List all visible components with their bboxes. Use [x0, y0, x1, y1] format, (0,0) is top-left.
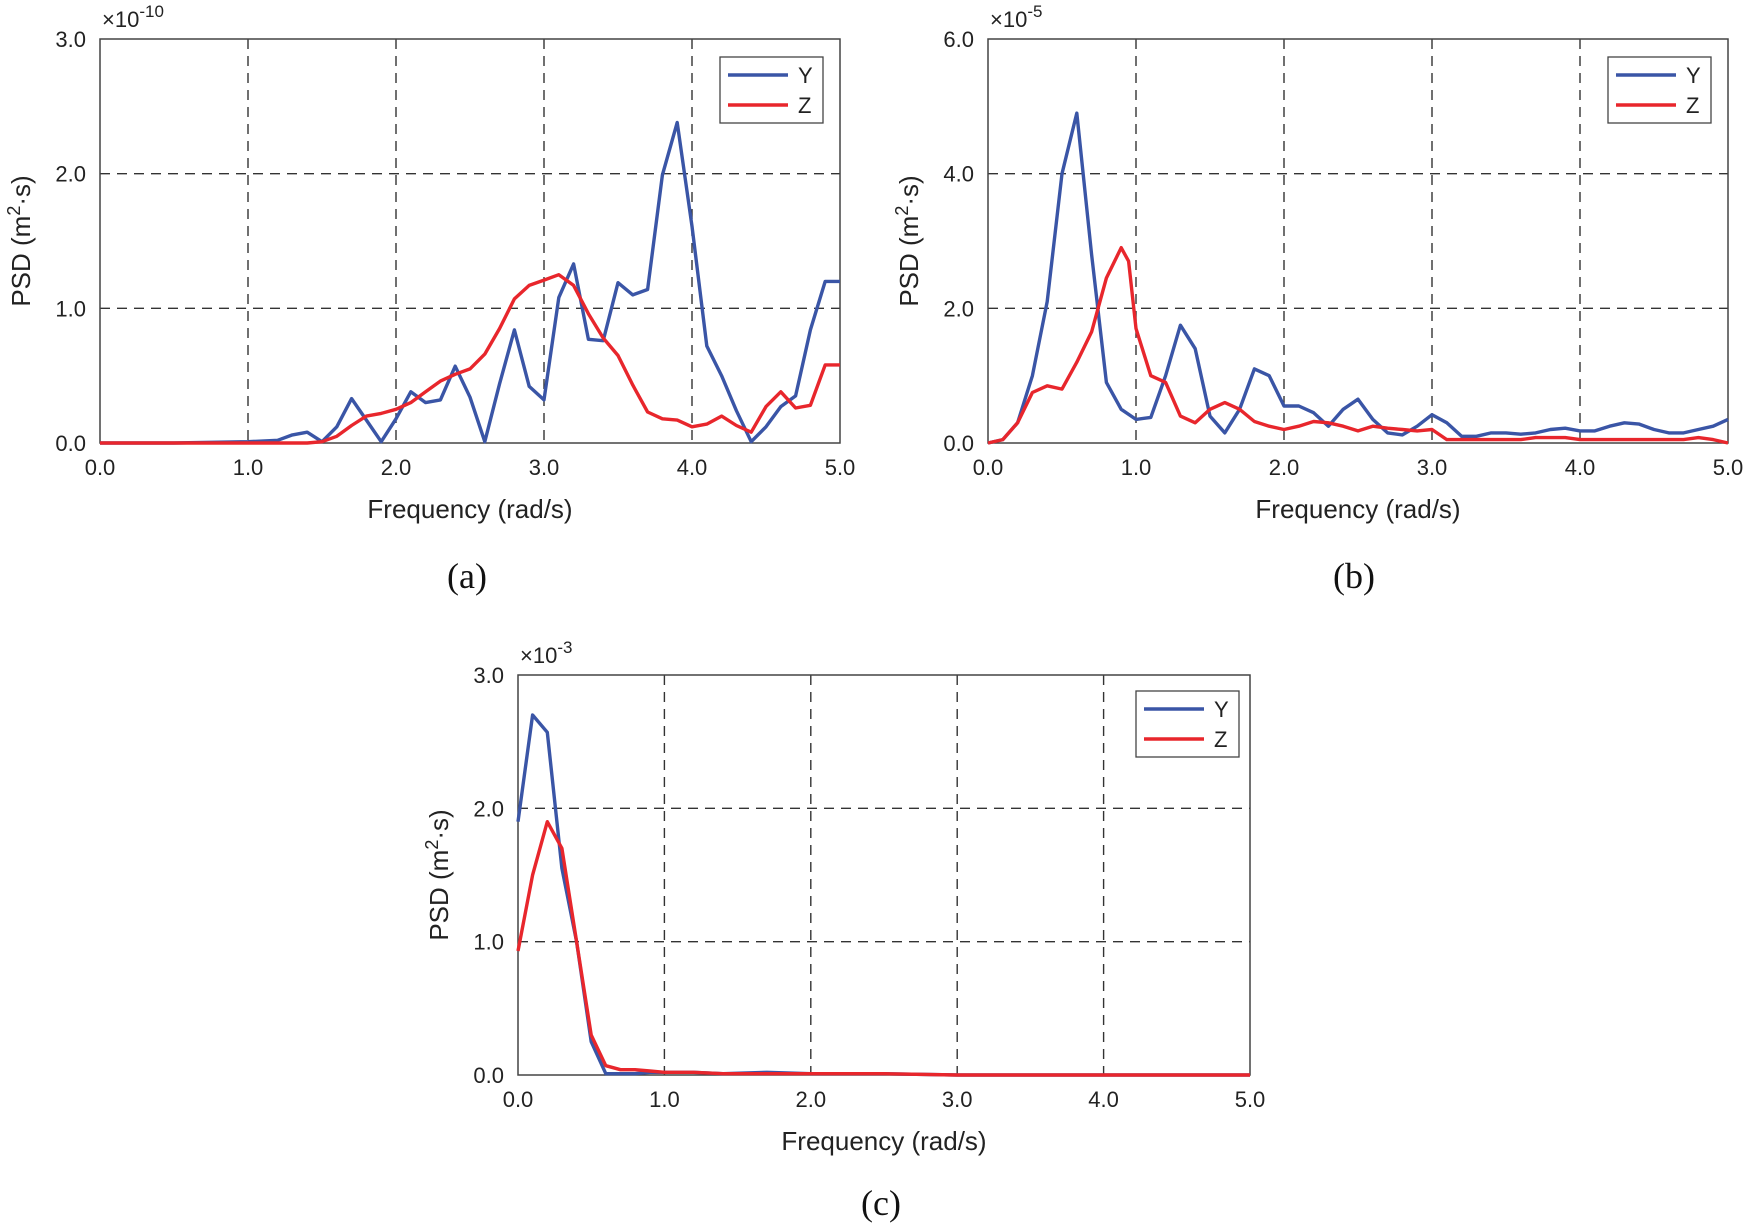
y-tick-label: 2.0: [473, 796, 504, 821]
legend-box: [719, 56, 824, 124]
y-label-main: PSD (m: [424, 850, 454, 941]
x-tick-label: 5.0: [1713, 455, 1744, 480]
legend-label-z: Z: [1214, 727, 1227, 752]
y-tick-label: 2.0: [55, 162, 86, 187]
y-axis-label: PSD (m2·s): [4, 175, 36, 306]
x-tick-label: 3.0: [942, 1087, 973, 1112]
legend-label-z: Z: [798, 93, 811, 118]
series-line-z: [516, 820, 1250, 1077]
y-tick-label: 0.0: [473, 1063, 504, 1088]
x-tick-label: 5.0: [1235, 1087, 1266, 1112]
x-tick-label: 1.0: [233, 455, 264, 480]
y-tick-label: 0.0: [55, 431, 86, 456]
y-tick-label: 4.0: [943, 162, 974, 187]
plot-frame: [987, 38, 1729, 444]
y-label-sup: 2: [4, 206, 24, 216]
x-tick-label: 4.0: [1565, 455, 1596, 480]
exponent-power: -5: [1027, 2, 1042, 21]
y-tick-label: 6.0: [943, 27, 974, 52]
x-axis-label: Frequency (rad/s): [1255, 494, 1460, 524]
x-tick-label: 4.0: [677, 455, 708, 480]
y-tick-label: 3.0: [55, 27, 86, 52]
x-tick-label: 0.0: [503, 1087, 534, 1112]
legend-label-z: Z: [1686, 93, 1699, 118]
legend-label-y: Y: [798, 63, 813, 88]
caption-a: (a): [447, 556, 487, 596]
y-tick-label: 1.0: [473, 930, 504, 955]
x-tick-label: 1.0: [649, 1087, 680, 1112]
caption-c: (c): [861, 1183, 901, 1223]
exponent-prefix: ×10: [520, 643, 557, 668]
y-exponent-label: ×10-5: [990, 2, 1042, 32]
x-tick-label: 2.0: [796, 1087, 827, 1112]
legend-box: [1135, 690, 1240, 758]
y-label-main: PSD (m: [6, 216, 36, 307]
y-label-end: ·s): [6, 175, 36, 205]
x-axis-label: Frequency (rad/s): [367, 494, 572, 524]
caption-b: (b): [1333, 556, 1375, 596]
x-tick-label: 3.0: [1417, 455, 1448, 480]
x-tick-label: 5.0: [825, 455, 856, 480]
x-tick-label: 0.0: [85, 455, 116, 480]
x-tick-label: 4.0: [1088, 1087, 1119, 1112]
exponent-power: -10: [139, 2, 164, 21]
series-line-z: [987, 245, 1729, 445]
exponent-power: -3: [557, 638, 572, 657]
y-label-sup: 2: [422, 840, 442, 850]
exponent-prefix: ×10: [990, 7, 1027, 32]
y-tick-label: 1.0: [55, 296, 86, 321]
series-line-y: [100, 120, 840, 445]
y-axis-label: PSD (m2·s): [892, 175, 924, 306]
series-line-z: [100, 273, 840, 445]
y-label-end: ·s): [424, 809, 454, 839]
exponent-prefix: ×10: [102, 7, 139, 32]
legend-box: [1607, 56, 1712, 124]
x-tick-label: 0.0: [973, 455, 1004, 480]
x-tick-label: 2.0: [1269, 455, 1300, 480]
y-label-main: PSD (m: [894, 216, 924, 307]
series-line-y: [987, 111, 1729, 445]
x-tick-label: 1.0: [1121, 455, 1152, 480]
y-axis-label: PSD (m2·s): [422, 809, 454, 940]
legend-label-y: Y: [1686, 63, 1701, 88]
y-tick-label: 0.0: [943, 431, 974, 456]
y-exponent-label: ×10-3: [520, 638, 572, 668]
y-label-end: ·s): [894, 175, 924, 205]
y-tick-label: 2.0: [943, 296, 974, 321]
x-tick-label: 3.0: [529, 455, 560, 480]
x-axis-label: Frequency (rad/s): [781, 1126, 986, 1156]
series-line-y: [516, 713, 1250, 1077]
legend-label-y: Y: [1214, 697, 1229, 722]
plot-frame: [99, 38, 841, 444]
x-tick-label: 2.0: [381, 455, 412, 480]
y-exponent-label: ×10-10: [102, 2, 164, 32]
y-label-sup: 2: [892, 206, 912, 216]
y-tick-label: 3.0: [473, 663, 504, 688]
